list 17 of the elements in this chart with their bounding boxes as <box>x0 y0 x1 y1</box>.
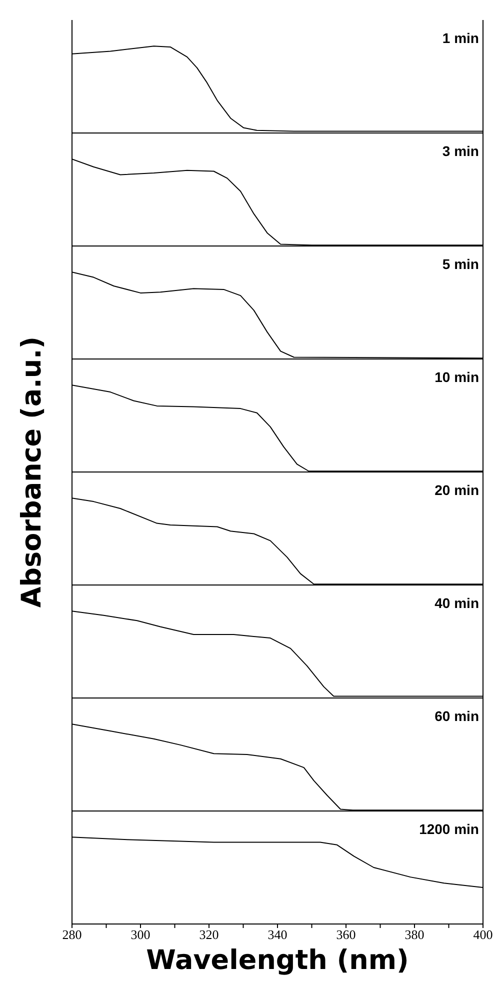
x-tick-label: 380 <box>404 927 424 942</box>
text: 20 min <box>434 482 479 498</box>
x-tick-label: 280 <box>62 927 82 942</box>
text: 1 min <box>442 30 479 46</box>
text: 5 min <box>442 256 479 272</box>
x-tick-label: 300 <box>130 927 150 942</box>
x-tick-label: 360 <box>336 927 356 942</box>
x-tick-label: 320 <box>199 927 219 942</box>
text: 10 min <box>434 369 479 385</box>
y-axis-title: Absorbance (a.u.) <box>16 336 48 608</box>
x-tick-label: 340 <box>268 927 288 942</box>
text: 40 min <box>434 595 479 611</box>
x-tick-label: 400 <box>473 927 493 942</box>
text: 3 min <box>442 143 479 159</box>
text: 60 min <box>434 708 479 724</box>
x-axis-title: Wavelength (nm) <box>145 945 410 976</box>
text: 1200 min <box>419 821 479 837</box>
